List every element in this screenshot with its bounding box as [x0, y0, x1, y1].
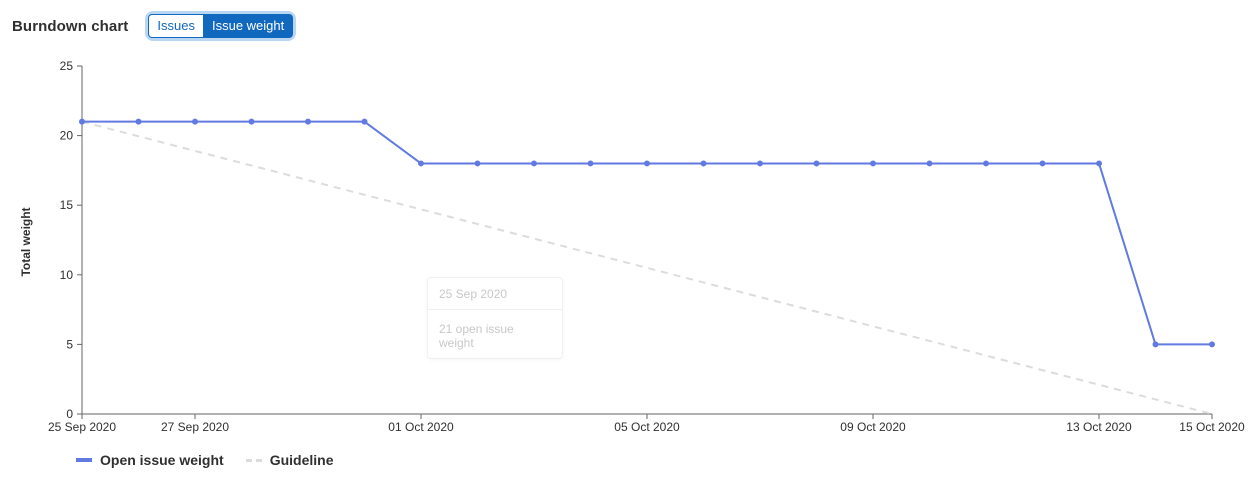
x-tick-label: 01 Oct 2020: [388, 420, 454, 434]
data-point: [418, 160, 424, 167]
data-point: [926, 160, 933, 167]
legend-label: Guideline: [269, 452, 334, 468]
x-tick-label: 25 Sep 2020: [48, 420, 116, 434]
chart-legend: Open issue weight Guideline: [76, 452, 356, 468]
y-tick-label: 25: [60, 59, 74, 73]
data-point: [248, 118, 255, 125]
data-point: [757, 160, 763, 167]
data-point: [870, 160, 876, 167]
data-point: [531, 160, 537, 167]
data-point: [813, 160, 820, 167]
y-tick-label: 15: [60, 198, 74, 212]
y-tick-label: 5: [66, 337, 73, 351]
x-tick-label: 13 Oct 2020: [1066, 420, 1132, 434]
legend-item-open-issue-weight[interactable]: Open issue weight: [76, 452, 224, 468]
y-tick-label: 10: [60, 268, 74, 282]
tooltip-value: 21 open issue weight: [439, 322, 514, 350]
legend-label: Open issue weight: [100, 452, 224, 468]
data-point: [1039, 160, 1046, 167]
x-tick-label: 27 Sep 2020: [161, 420, 229, 434]
legend-swatch-solid: [76, 458, 92, 462]
issues-toggle-button[interactable]: Issues: [148, 14, 204, 38]
x-tick-label: 15 Oct 2020: [1179, 420, 1245, 434]
data-point: [192, 118, 198, 125]
data-point: [474, 160, 481, 167]
legend-swatch-dashed: [245, 458, 262, 462]
data-point: [135, 118, 142, 125]
data-point: [1096, 160, 1102, 167]
chart-title: Burndown chart: [12, 17, 129, 35]
chart-tooltip: 25 Sep 2020 21 open issue weight: [427, 277, 563, 359]
issue-weight-toggle-button[interactable]: Issue weight: [203, 14, 294, 38]
data-point: [1152, 341, 1159, 348]
open-issue-weight-line: [82, 120, 1212, 346]
data-point: [79, 118, 85, 125]
legend-item-guideline[interactable]: Guideline: [245, 452, 334, 468]
data-point: [305, 118, 311, 125]
x-tick-label: 05 Oct 2020: [614, 420, 680, 434]
y-tick-label: 0: [66, 407, 73, 421]
data-point: [1209, 341, 1215, 348]
data-point: [587, 160, 594, 167]
data-point: [361, 118, 368, 125]
y-tick-label: 20: [60, 129, 74, 143]
data-point: [983, 160, 989, 167]
x-tick-label: 09 Oct 2020: [840, 420, 906, 434]
chart-type-toggle: Issues Issue weight: [148, 14, 294, 38]
tooltip-date: 25 Sep 2020: [428, 278, 562, 310]
y-axis-label: Total weight: [19, 207, 33, 276]
chart-header: Burndown chart Issues Issue weight: [12, 12, 294, 40]
data-point: [700, 160, 707, 167]
data-point: [644, 160, 650, 167]
